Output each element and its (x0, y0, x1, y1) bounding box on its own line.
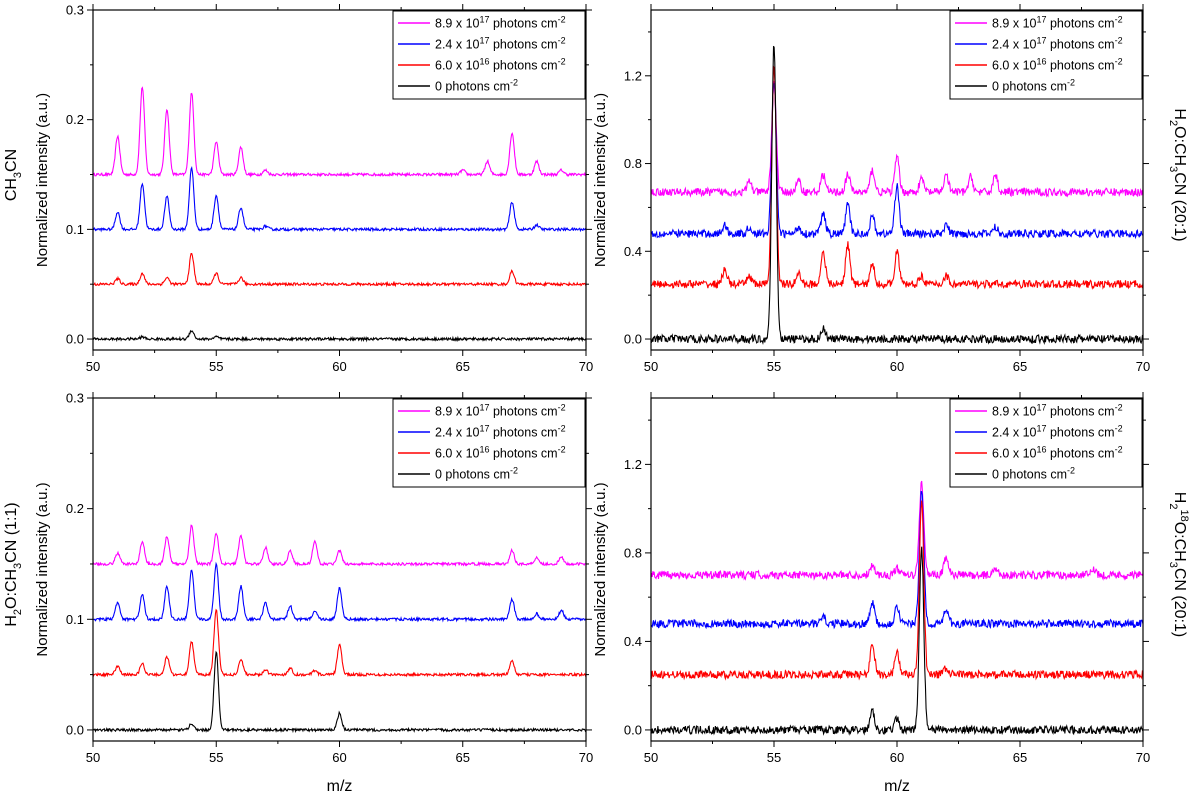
series-line-red (93, 608, 586, 678)
legend-label: 0 photons cm-2 (992, 466, 1075, 482)
x-tick-label: 55 (767, 750, 781, 765)
y-tick-label: 0.1 (66, 612, 84, 627)
sample-label: H2O:CH3CN (1:1) (3, 502, 24, 626)
x-tick-label: 60 (332, 359, 346, 374)
y-tick-label: 0.3 (66, 391, 84, 406)
series-line-blue (93, 166, 586, 233)
y-tick-label: 0.1 (66, 222, 84, 237)
series-line-magenta (651, 81, 1143, 198)
legend-box (949, 10, 1143, 100)
y-tick-label: 0.4 (624, 634, 642, 649)
x-tick-label: 70 (579, 359, 593, 374)
chart-panel-top-right: 50 55 60 65 70 0.0 0.4 0.8 1.2 Normalized intensi… (592, 4, 1188, 374)
chart-panel-bottom-left: 50 55 60 65 70 0.0 0.1 0.2 0.3 Normalized intensi… (3, 391, 593, 796)
y-axis-label: Normalized intensity (a.u.) (34, 93, 51, 267)
legend-label: 8.9 x 1017 photons cm-2 (435, 403, 566, 419)
legend-label: 2.4 x 1017 photons cm-2 (992, 424, 1123, 440)
x-tick-label: 70 (1136, 750, 1150, 765)
x-tick-label: 65 (1013, 359, 1027, 374)
legend: 8.9 x 1017 photons cm-2 2.4 x 1017 photon… (392, 398, 586, 488)
sample-label: H218O:CH3CN (20:1) (1167, 492, 1190, 637)
x-axis-label: m/z (884, 778, 910, 795)
legend: 8.9 x 1017 photons cm-2 2.4 x 1017 photon… (949, 10, 1143, 100)
legend-label: 0 photons cm-2 (435, 78, 518, 94)
series-line-black (93, 329, 586, 343)
series-group (651, 480, 1143, 736)
legend: 8.9 x 1017 photons cm-2 2.4 x 1017 photon… (949, 398, 1143, 488)
x-tick-label: 70 (1136, 359, 1150, 374)
legend-label: 2.4 x 1017 photons cm-2 (435, 36, 566, 52)
y-tick-label: 0.0 (624, 332, 642, 347)
y-tick-label: 0.0 (66, 722, 84, 737)
legend-label: 0 photons cm-2 (992, 78, 1075, 94)
y-tick-label: 0.2 (66, 501, 84, 516)
y-tick-label: 0.0 (66, 332, 84, 347)
x-tick-label: 65 (456, 359, 470, 374)
legend-box (392, 398, 586, 488)
series-group (93, 86, 586, 343)
x-tick-label: 70 (579, 750, 593, 765)
series-line-black (651, 45, 1143, 346)
legend-label: 6.0 x 1016 photons cm-2 (435, 57, 566, 73)
legend-label: 2.4 x 1017 photons cm-2 (992, 36, 1123, 52)
series-group (651, 45, 1143, 346)
legend-box (392, 10, 586, 100)
sample-label: CH3CN (3, 149, 24, 201)
series-line-red (93, 252, 586, 288)
y-axis-label: Normalized intensity (a.u.) (592, 482, 609, 656)
legend-label: 8.9 x 1017 photons cm-2 (992, 403, 1123, 419)
x-tick-label: 60 (890, 359, 904, 374)
legend-label: 6.0 x 1016 photons cm-2 (435, 445, 566, 461)
legend-box (949, 398, 1143, 488)
series-line-blue (93, 561, 586, 623)
x-tick-label: 50 (644, 750, 658, 765)
chart-panel-top-left: 50 55 60 65 70 0.0 0.1 0.2 0.3 Normalized intensi… (3, 3, 593, 375)
x-tick-label: 55 (209, 359, 223, 374)
legend-label: 0 photons cm-2 (435, 466, 518, 482)
series-line-magenta (651, 480, 1143, 582)
y-tick-label: 1.2 (624, 457, 642, 472)
series-line-red (651, 500, 1143, 681)
x-tick-label: 50 (86, 750, 100, 765)
sample-label: H2O:CH3CN (20:1) (1167, 108, 1188, 241)
x-tick-label: 50 (644, 359, 658, 374)
x-tick-label: 65 (1013, 750, 1027, 765)
legend-label: 6.0 x 1016 photons cm-2 (992, 57, 1123, 73)
y-tick-label: 0.2 (66, 112, 84, 127)
x-tick-label: 65 (456, 750, 470, 765)
x-tick-label: 55 (767, 359, 781, 374)
series-line-black (93, 650, 586, 734)
y-tick-label: 0.8 (624, 545, 642, 560)
series-line-magenta (93, 524, 586, 568)
y-tick-label: 0.3 (66, 3, 84, 18)
x-tick-label: 55 (209, 750, 223, 765)
y-axis-label: Normalized intensity (a.u.) (592, 93, 609, 267)
legend: 8.9 x 1017 photons cm-2 2.4 x 1017 photon… (392, 10, 586, 100)
series-line-red (651, 64, 1143, 290)
legend-label: 8.9 x 1017 photons cm-2 (992, 15, 1123, 31)
y-axis-label: Normalized intensity (a.u.) (34, 482, 51, 656)
y-tick-label: 0.8 (624, 156, 642, 171)
legend-label: 2.4 x 1017 photons cm-2 (435, 424, 566, 440)
x-axis-label: m/z (327, 778, 353, 795)
series-line-magenta (93, 86, 586, 178)
legend-label: 8.9 x 1017 photons cm-2 (435, 15, 566, 31)
chart-panel-bottom-right: 50 55 60 65 70 0.0 0.4 0.8 1.2 Normalized intensi… (592, 392, 1190, 795)
series-group (93, 524, 586, 734)
y-tick-label: 1.2 (624, 68, 642, 83)
y-tick-label: 0.0 (624, 722, 642, 737)
legend-label: 6.0 x 1016 photons cm-2 (992, 445, 1123, 461)
x-tick-label: 60 (890, 750, 904, 765)
series-line-black (651, 546, 1143, 736)
y-tick-label: 0.4 (624, 244, 642, 259)
x-tick-label: 50 (86, 359, 100, 374)
series-line-blue (651, 490, 1143, 630)
x-tick-label: 60 (332, 750, 346, 765)
series-line-blue (651, 82, 1143, 240)
